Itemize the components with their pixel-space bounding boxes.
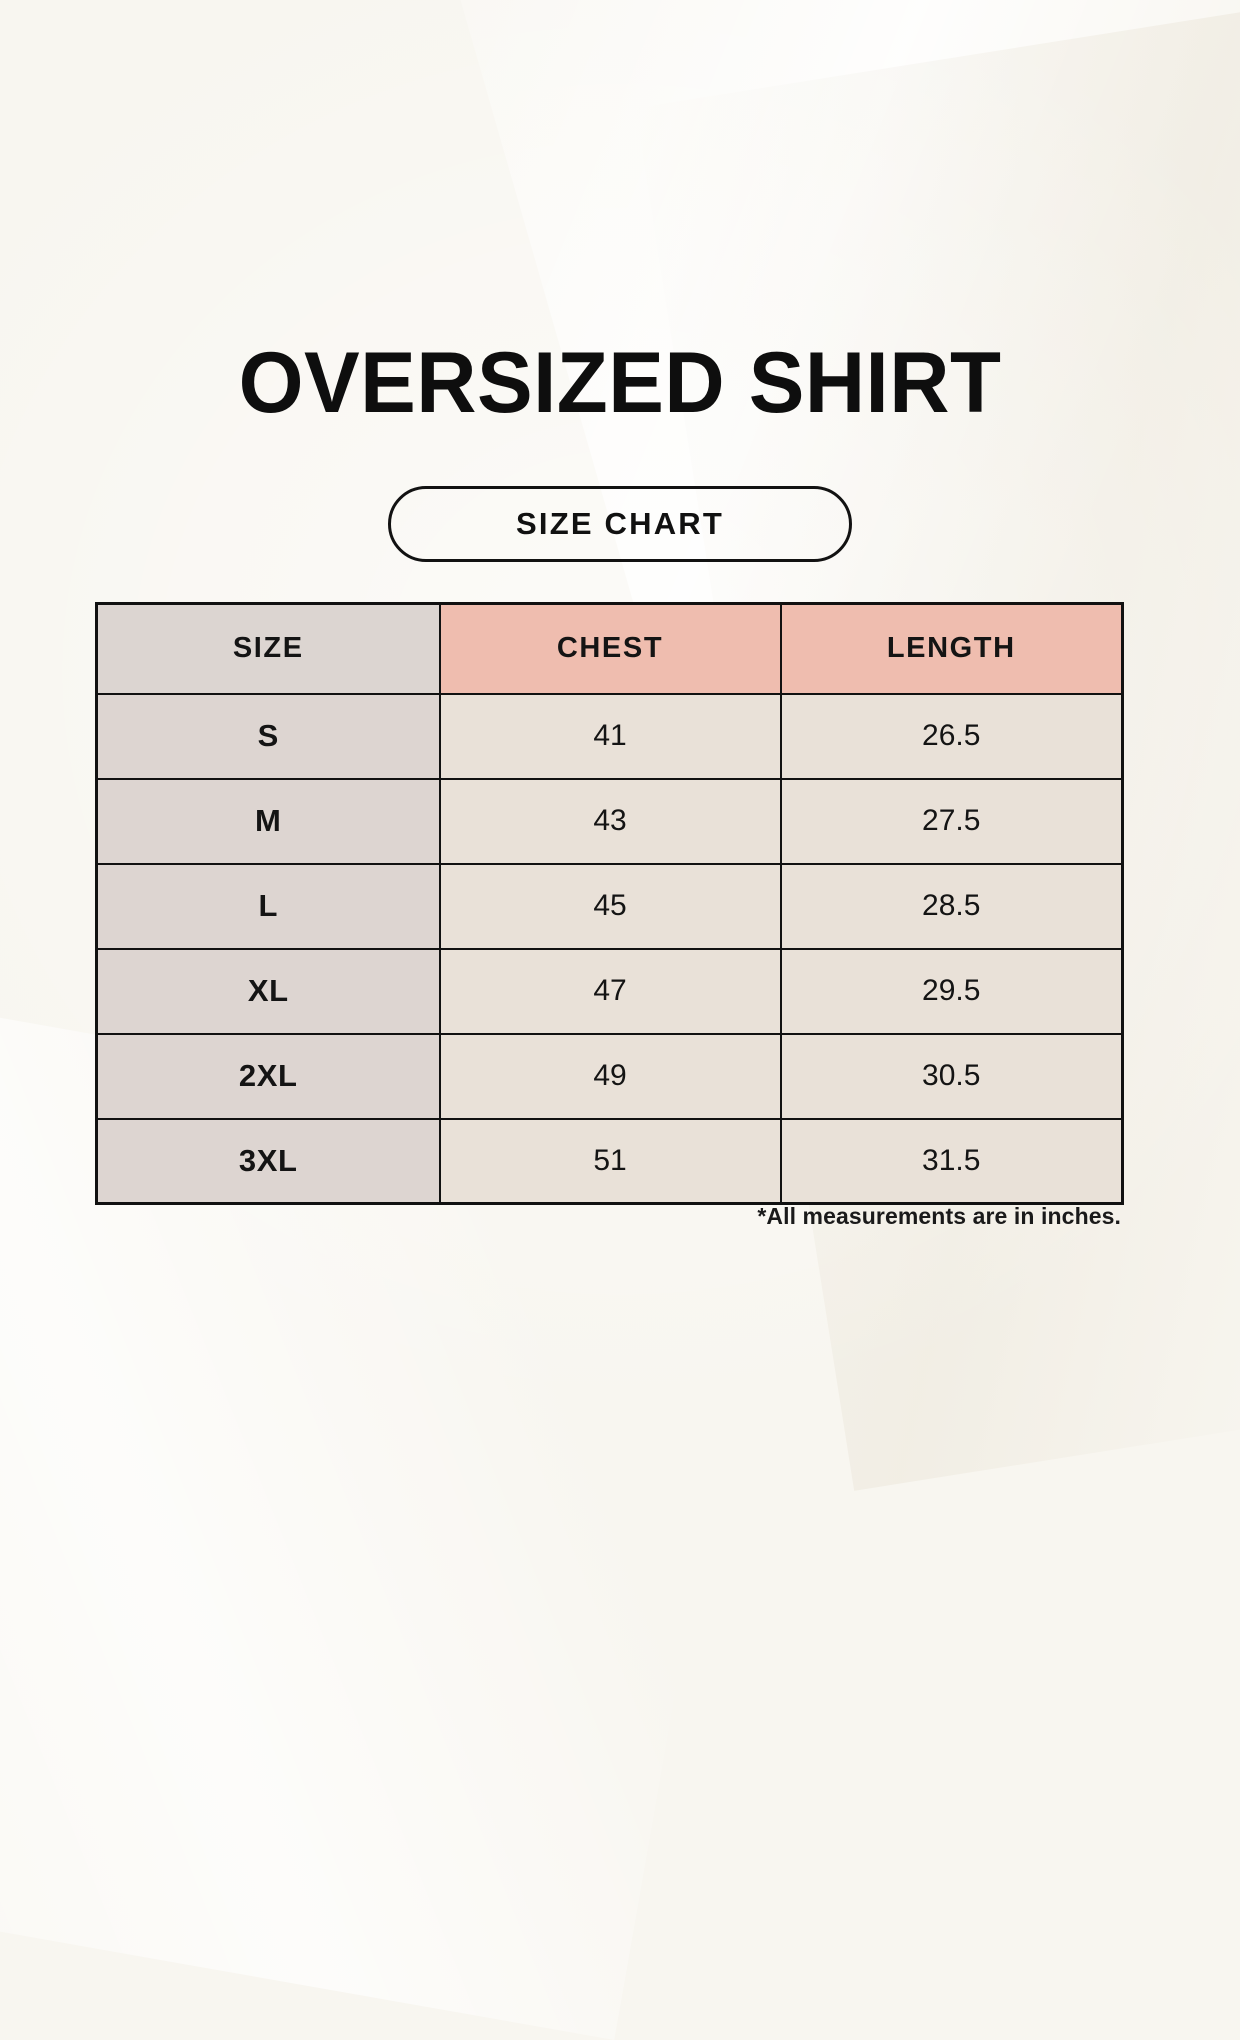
cell-length: 29.5 <box>779 947 1124 1035</box>
cell-chest: 45 <box>438 862 782 950</box>
cell-chest: 49 <box>438 1032 782 1120</box>
table-header-row: SIZE CHEST LENGTH <box>95 602 1124 695</box>
table-row: 2XL 49 30.5 <box>95 1032 1124 1120</box>
cell-length: 27.5 <box>779 777 1124 865</box>
table-row: S 41 26.5 <box>95 692 1124 780</box>
table-header: SIZE CHEST LENGTH <box>95 602 1124 695</box>
cell-length: 28.5 <box>779 862 1124 950</box>
cell-chest: 47 <box>438 947 782 1035</box>
table-row: XL 47 29.5 <box>95 947 1124 1035</box>
size-chart-badge-label: SIZE CHART <box>516 506 724 541</box>
size-chart-table: SIZE CHEST LENGTH S 41 26.5 M 43 27.5 L <box>95 602 1124 1205</box>
badge-container: SIZE CHART <box>0 486 1240 562</box>
cell-size: XL <box>95 947 441 1035</box>
cell-chest: 43 <box>438 777 782 865</box>
cell-chest: 51 <box>438 1117 782 1205</box>
cell-size: M <box>95 777 441 865</box>
cell-size: 3XL <box>95 1117 441 1205</box>
cell-length: 26.5 <box>779 692 1124 780</box>
page-title: OVERSIZED SHIRT <box>238 335 1002 431</box>
cell-chest: 41 <box>438 692 782 780</box>
table-row: M 43 27.5 <box>95 777 1124 865</box>
size-chart-badge: SIZE CHART <box>388 486 852 562</box>
column-header-chest: CHEST <box>438 602 782 695</box>
cell-size: 2XL <box>95 1032 441 1120</box>
table-row: L 45 28.5 <box>95 862 1124 950</box>
table-row: 3XL 51 31.5 <box>95 1117 1124 1205</box>
column-header-length: LENGTH <box>779 602 1124 695</box>
measurement-units-footnote: *All measurements are in inches. <box>757 1203 1121 1229</box>
table-body: S 41 26.5 M 43 27.5 L 45 28.5 XL 47 <box>95 692 1124 1205</box>
cell-size: S <box>95 692 441 780</box>
cell-length: 30.5 <box>779 1032 1124 1120</box>
size-table-container: SIZE CHEST LENGTH S 41 26.5 M 43 27.5 L <box>95 602 1124 1205</box>
column-header-size: SIZE <box>95 602 441 695</box>
cell-length: 31.5 <box>779 1117 1124 1205</box>
cell-size: L <box>95 862 441 950</box>
